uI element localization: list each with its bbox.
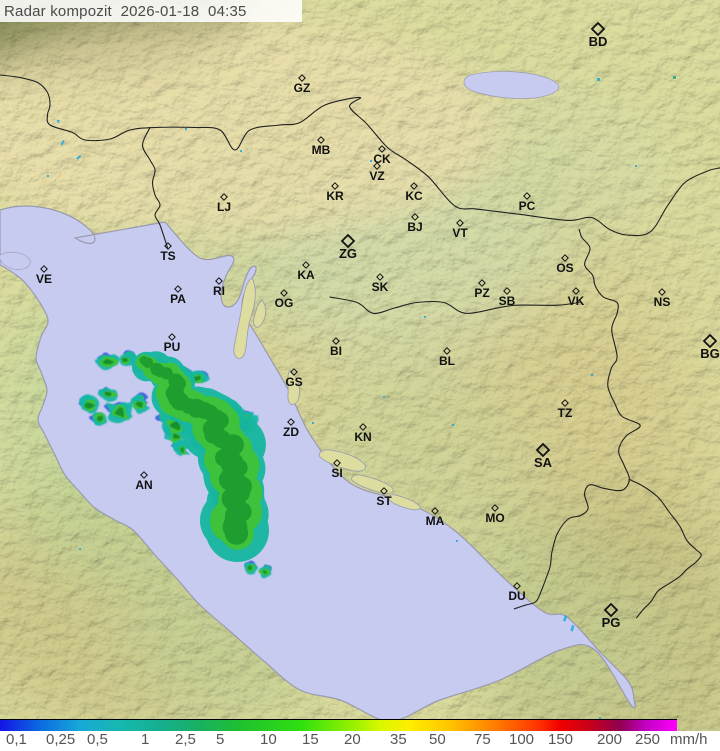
svg-text:BD: BD: [589, 34, 608, 49]
svg-text:BG: BG: [700, 346, 720, 361]
svg-text:GZ: GZ: [294, 81, 311, 95]
svg-text:PC: PC: [519, 199, 536, 213]
svg-text:ZD: ZD: [283, 425, 299, 439]
svg-text:OG: OG: [275, 296, 294, 310]
svg-text:KA: KA: [297, 268, 315, 282]
svg-text:TS: TS: [160, 249, 175, 263]
svg-text:MO: MO: [485, 511, 504, 525]
svg-text:MA: MA: [426, 514, 445, 528]
svg-text:SK: SK: [372, 280, 389, 294]
svg-text:PA: PA: [170, 292, 186, 306]
svg-text:DU: DU: [508, 589, 525, 603]
svg-text:VZ: VZ: [369, 169, 384, 183]
svg-text:RI: RI: [213, 284, 225, 298]
svg-text:VK: VK: [568, 294, 585, 308]
svg-text:OS: OS: [556, 261, 573, 275]
svg-text:LJ: LJ: [217, 200, 231, 214]
svg-text:KN: KN: [354, 430, 371, 444]
svg-text:NS: NS: [654, 295, 671, 309]
svg-text:SA: SA: [534, 455, 553, 470]
svg-text:BJ: BJ: [407, 220, 422, 234]
svg-text:BL: BL: [439, 354, 455, 368]
svg-text:SB: SB: [499, 294, 516, 308]
svg-text:SI: SI: [331, 466, 342, 480]
svg-text:AN: AN: [135, 478, 152, 492]
svg-text:MB: MB: [312, 143, 331, 157]
svg-text:ST: ST: [376, 494, 392, 508]
svg-text:KC: KC: [405, 189, 423, 203]
svg-text:VE: VE: [36, 272, 52, 286]
svg-text:PG: PG: [602, 615, 621, 630]
svg-text:BI: BI: [330, 344, 342, 358]
svg-text:PZ: PZ: [474, 286, 489, 300]
svg-text:KR: KR: [326, 189, 344, 203]
svg-text:PU: PU: [164, 340, 181, 354]
svg-text:VT: VT: [452, 226, 468, 240]
svg-text:TZ: TZ: [558, 406, 573, 420]
svg-text:GS: GS: [285, 375, 302, 389]
svg-text:ZG: ZG: [339, 246, 357, 261]
